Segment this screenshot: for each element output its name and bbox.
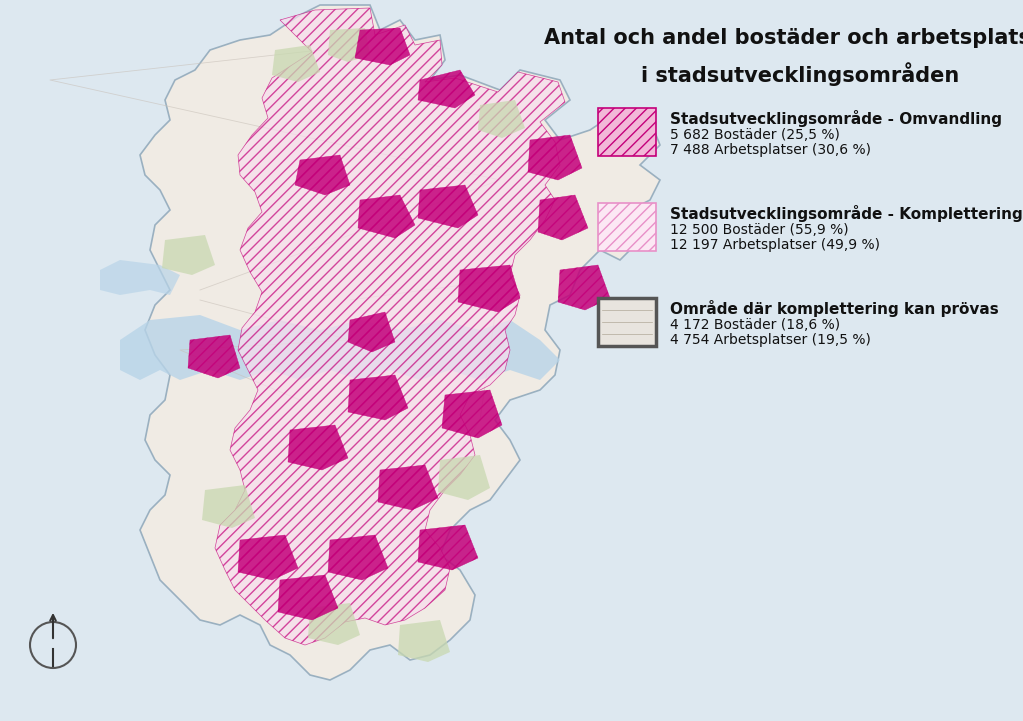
Polygon shape <box>442 390 502 438</box>
Polygon shape <box>120 315 560 380</box>
Bar <box>598 203 656 251</box>
Polygon shape <box>295 155 350 195</box>
Text: Stadsutvecklingsområde - Omvandling: Stadsutvecklingsområde - Omvandling <box>670 110 1002 127</box>
Polygon shape <box>538 195 588 240</box>
Text: Område där komplettering kan prövas: Område där komplettering kan prövas <box>670 300 998 317</box>
Bar <box>598 203 656 251</box>
Polygon shape <box>348 312 395 352</box>
Polygon shape <box>418 525 478 570</box>
Polygon shape <box>478 100 525 138</box>
Polygon shape <box>379 465 438 510</box>
Text: Stadsutvecklingsområde - Komplettering: Stadsutvecklingsområde - Komplettering <box>670 205 1023 222</box>
Bar <box>598 108 656 156</box>
Polygon shape <box>348 375 408 420</box>
Polygon shape <box>288 425 348 470</box>
Polygon shape <box>528 135 582 180</box>
Text: 5 682 Bostäder (25,5 %): 5 682 Bostäder (25,5 %) <box>670 128 840 142</box>
Polygon shape <box>438 455 490 500</box>
Text: 12 500 Bostäder (55,9 %): 12 500 Bostäder (55,9 %) <box>670 223 849 237</box>
Bar <box>598 108 656 156</box>
Polygon shape <box>215 8 565 645</box>
Text: 4 754 Arbetsplatser (19,5 %): 4 754 Arbetsplatser (19,5 %) <box>670 333 871 347</box>
Polygon shape <box>188 335 240 378</box>
Polygon shape <box>328 28 370 62</box>
Polygon shape <box>328 535 388 580</box>
Polygon shape <box>558 265 610 310</box>
Text: Antal och andel bostäder och arbetsplatser: Antal och andel bostäder och arbetsplats… <box>544 28 1023 48</box>
Text: 7 488 Arbetsplatser (30,6 %): 7 488 Arbetsplatser (30,6 %) <box>670 143 871 157</box>
Polygon shape <box>272 45 320 82</box>
Polygon shape <box>398 620 450 662</box>
Polygon shape <box>418 70 475 108</box>
Text: 12 197 Arbetsplatser (49,9 %): 12 197 Arbetsplatser (49,9 %) <box>670 238 880 252</box>
Polygon shape <box>202 485 255 528</box>
Text: 4 172 Bostäder (18,6 %): 4 172 Bostäder (18,6 %) <box>670 318 840 332</box>
Polygon shape <box>355 28 410 65</box>
Polygon shape <box>358 195 415 238</box>
Polygon shape <box>418 185 478 228</box>
Polygon shape <box>140 5 660 680</box>
Polygon shape <box>100 260 180 295</box>
Polygon shape <box>308 603 360 645</box>
Polygon shape <box>458 265 520 312</box>
Text: i stadsutvecklingsområden: i stadsutvecklingsområden <box>640 62 960 86</box>
Polygon shape <box>162 235 215 275</box>
Polygon shape <box>278 575 338 620</box>
Polygon shape <box>238 535 298 580</box>
Bar <box>598 298 656 346</box>
